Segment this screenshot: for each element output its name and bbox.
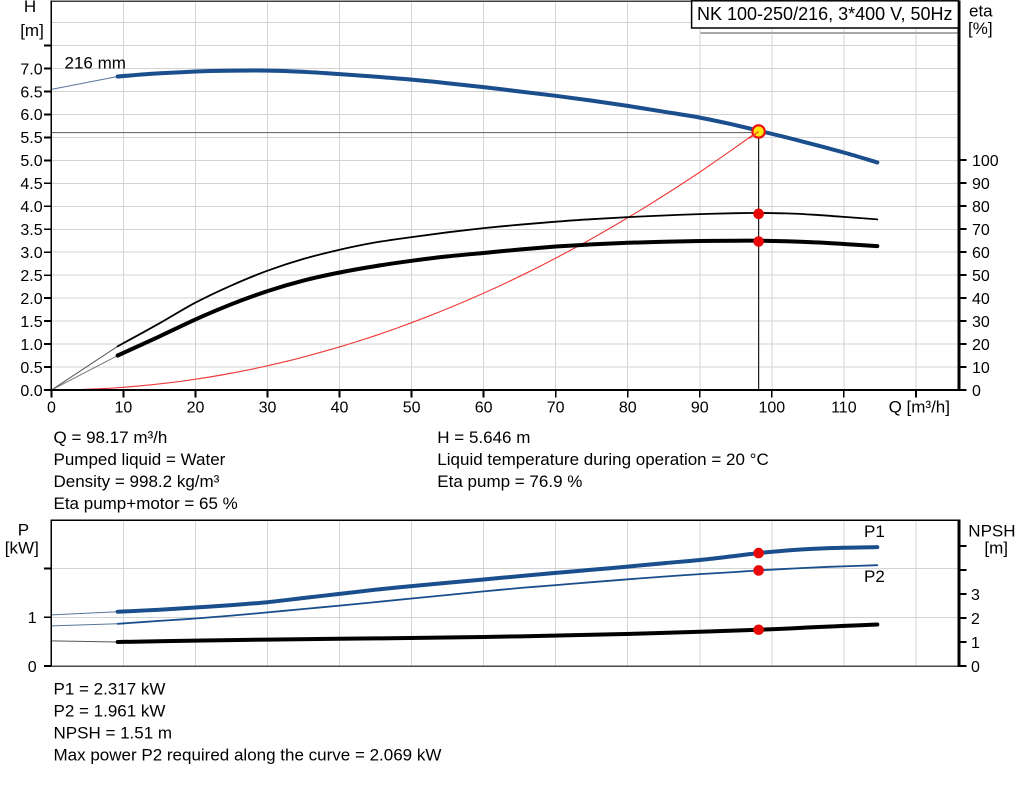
svg-text:[m]: [m] bbox=[984, 538, 1008, 557]
svg-text:P2 = 1.961 kW: P2 = 1.961 kW bbox=[54, 702, 166, 721]
svg-text:Eta pump = 76.9 %: Eta pump = 76.9 % bbox=[437, 472, 582, 491]
svg-text:90: 90 bbox=[972, 176, 990, 193]
svg-text:NK 100-250/216, 3*400 V, 50Hz: NK 100-250/216, 3*400 V, 50Hz bbox=[697, 4, 953, 24]
svg-text:6.0: 6.0 bbox=[20, 107, 42, 124]
svg-text:P: P bbox=[18, 521, 29, 540]
svg-text:80: 80 bbox=[972, 199, 990, 216]
svg-text:60: 60 bbox=[475, 400, 493, 417]
svg-text:5.0: 5.0 bbox=[20, 153, 42, 170]
svg-text:[m]: [m] bbox=[20, 21, 44, 40]
svg-text:Pumped liquid = Water: Pumped liquid = Water bbox=[54, 450, 226, 469]
svg-text:P1: P1 bbox=[864, 522, 885, 541]
svg-text:110: 110 bbox=[831, 400, 857, 417]
svg-text:Max power P2 required along th: Max power P2 required along the curve = … bbox=[54, 746, 442, 765]
svg-text:0: 0 bbox=[972, 383, 981, 400]
svg-text:NPSH: NPSH bbox=[968, 521, 1015, 540]
svg-text:Liquid temperature during oper: Liquid temperature during operation = 20… bbox=[437, 450, 768, 469]
svg-text:H: H bbox=[24, 0, 36, 16]
svg-text:Q [m³/h]: Q [m³/h] bbox=[889, 398, 950, 417]
svg-text:80: 80 bbox=[619, 400, 637, 417]
svg-text:30: 30 bbox=[259, 400, 277, 417]
svg-text:4.0: 4.0 bbox=[20, 199, 42, 216]
svg-text:40: 40 bbox=[331, 400, 349, 417]
svg-text:2.0: 2.0 bbox=[20, 291, 42, 308]
svg-text:100: 100 bbox=[758, 400, 785, 417]
svg-text:20: 20 bbox=[187, 400, 205, 417]
svg-text:0.5: 0.5 bbox=[20, 360, 42, 377]
svg-text:30: 30 bbox=[972, 314, 990, 331]
svg-text:6.5: 6.5 bbox=[20, 84, 42, 101]
svg-text:2.5: 2.5 bbox=[20, 268, 42, 285]
svg-text:1: 1 bbox=[971, 635, 980, 652]
svg-text:70: 70 bbox=[547, 400, 565, 417]
svg-text:P1 = 2.317 kW: P1 = 2.317 kW bbox=[54, 680, 166, 699]
svg-text:1.5: 1.5 bbox=[20, 314, 42, 331]
svg-text:3.0: 3.0 bbox=[20, 245, 42, 262]
svg-text:20: 20 bbox=[972, 337, 990, 354]
svg-text:0.0: 0.0 bbox=[20, 383, 42, 400]
svg-text:50: 50 bbox=[403, 400, 421, 417]
svg-text:10: 10 bbox=[115, 400, 133, 417]
svg-text:eta: eta bbox=[969, 1, 993, 20]
svg-text:Q = 98.17 m³/h: Q = 98.17 m³/h bbox=[54, 428, 168, 447]
svg-text:0: 0 bbox=[971, 659, 980, 676]
svg-text:P2: P2 bbox=[864, 567, 885, 586]
svg-text:0: 0 bbox=[47, 400, 56, 417]
svg-text:40: 40 bbox=[972, 291, 990, 308]
svg-text:60: 60 bbox=[972, 245, 990, 262]
svg-text:216 mm: 216 mm bbox=[65, 53, 126, 72]
svg-text:1: 1 bbox=[28, 610, 37, 627]
svg-text:70: 70 bbox=[972, 222, 990, 239]
svg-text:[%]: [%] bbox=[968, 19, 993, 38]
svg-text:3.5: 3.5 bbox=[20, 222, 42, 239]
svg-text:7.0: 7.0 bbox=[20, 61, 42, 78]
svg-text:100: 100 bbox=[972, 153, 999, 170]
svg-text:2: 2 bbox=[971, 611, 980, 628]
svg-text:3: 3 bbox=[971, 587, 980, 604]
svg-text:Eta pump+motor = 65 %: Eta pump+motor = 65 % bbox=[54, 494, 238, 513]
svg-text:50: 50 bbox=[972, 268, 990, 285]
svg-text:0: 0 bbox=[28, 659, 37, 676]
svg-text:H = 5.646 m: H = 5.646 m bbox=[437, 428, 530, 447]
svg-text:5.5: 5.5 bbox=[20, 130, 42, 147]
svg-text:90: 90 bbox=[691, 400, 709, 417]
svg-text:Density = 998.2 kg/m³: Density = 998.2 kg/m³ bbox=[54, 472, 220, 491]
svg-text:10: 10 bbox=[972, 360, 990, 377]
svg-text:NPSH = 1.51 m: NPSH = 1.51 m bbox=[54, 724, 173, 743]
svg-text:[kW]: [kW] bbox=[5, 539, 39, 558]
svg-text:4.5: 4.5 bbox=[20, 176, 42, 193]
svg-text:1.0: 1.0 bbox=[20, 337, 42, 354]
